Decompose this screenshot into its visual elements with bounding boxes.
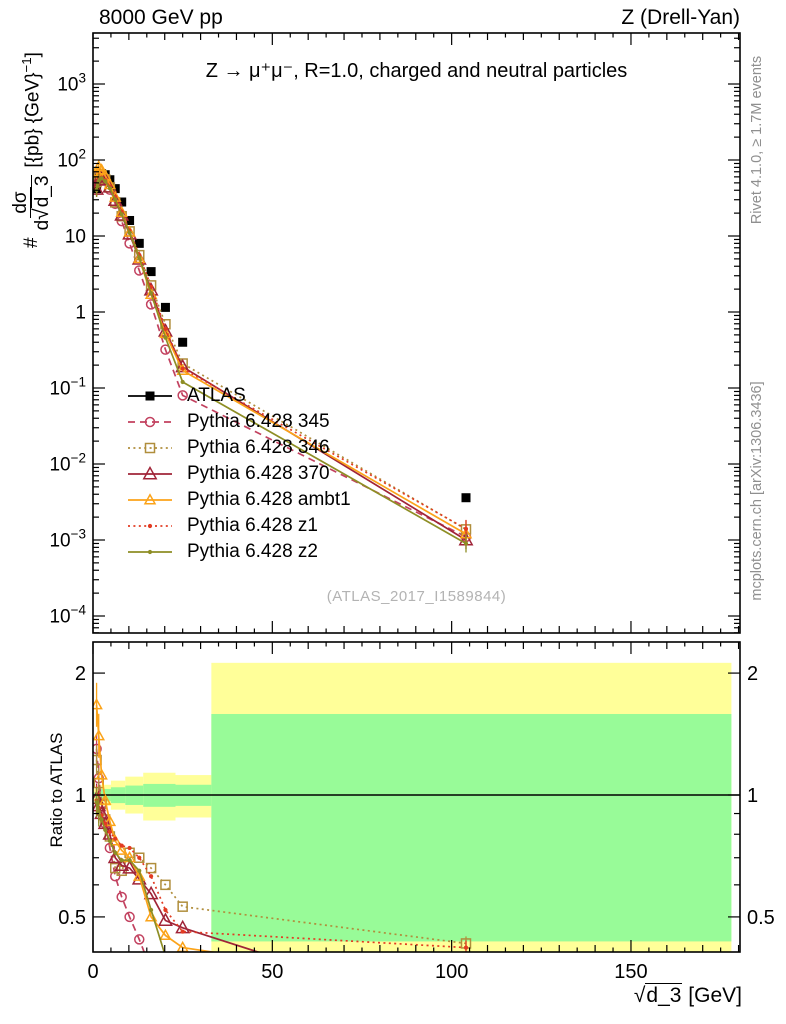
ylabel-fraction: dσ d√d_3: [10, 173, 54, 233]
legend-item-pythia-z2: Pythia 6.428 z2: [127, 539, 351, 565]
svg-text:0: 0: [87, 961, 98, 983]
radical-sign: √: [633, 984, 646, 1007]
ylabel-units: [{pb} {GeV}−1]: [19, 52, 44, 168]
legend-swatch-346: [128, 442, 172, 454]
ratio-y-axis-ticks: 2 2 1 1 0.5 0.5: [58, 663, 775, 929]
svg-text:100: 100: [435, 961, 468, 983]
svg-text:102: 102: [57, 147, 86, 172]
legend: ATLAS Pythia 6.428 345 Pythia 6.428 346 …: [127, 383, 351, 565]
svg-text:10−1: 10−1: [49, 375, 86, 400]
legend-item-pythia-346: Pythia 6.428 346: [127, 435, 351, 461]
svg-text:10−4: 10−4: [49, 603, 86, 628]
legend-item-atlas: ATLAS: [127, 383, 351, 409]
ratio-uncertainty-bands: [93, 662, 732, 952]
svg-text:2: 2: [747, 663, 758, 685]
legend-swatch-z1: [128, 523, 172, 529]
svg-text:0.5: 0.5: [58, 907, 86, 929]
x-axis-label: √d_3 [GeV]: [633, 983, 742, 1007]
legend-swatch-370: [128, 465, 172, 480]
legend-swatch-ambt1: [128, 493, 172, 505]
legend-swatch-345: [128, 416, 172, 428]
svg-text:103: 103: [57, 71, 86, 96]
analysis-watermark: (ATLAS_2017_I1589844): [326, 588, 507, 605]
ratio-y-axis-label: Ratio to ATLAS: [47, 732, 66, 848]
svg-text:0.5: 0.5: [747, 907, 775, 929]
svg-text:10−3: 10−3: [49, 527, 86, 552]
header-process-label: Z (Drell-Yan): [621, 6, 740, 29]
legend-swatch-atlas: [128, 391, 172, 401]
rivet-version-note: Rivet 4.1.0, ≥ 1.7M events: [749, 55, 765, 225]
series-z2-ratio: [94, 787, 166, 952]
header-beam-label: 8000 GeV pp: [99, 6, 223, 29]
legend-item-pythia-370: Pythia 6.428 370: [127, 461, 351, 487]
ylabel-prefix: #: [21, 237, 42, 248]
legend-item-pythia-z1: Pythia 6.428 z1: [127, 513, 351, 539]
svg-text:50: 50: [261, 961, 283, 983]
legend-swatch-z2: [128, 549, 172, 555]
x-axis-ticks: 0 50 100 150: [87, 33, 740, 983]
radical-sign: √: [30, 208, 54, 220]
svg-text:10: 10: [65, 227, 86, 248]
svg-text:1: 1: [747, 785, 758, 807]
svg-text:2: 2: [75, 663, 86, 685]
svg-text:1: 1: [75, 303, 86, 324]
legend-item-pythia-345: Pythia 6.428 345: [127, 409, 351, 435]
legend-item-pythia-ambt1: Pythia 6.428 ambt1: [127, 487, 351, 513]
plot-title: Z → μ⁺μ⁻, R=1.0, charged and neutral par…: [205, 60, 628, 82]
ylabel-numerator: dσ: [10, 187, 32, 218]
ylabel-denominator: d√d_3: [30, 174, 54, 231]
svg-text:10−2: 10−2: [49, 451, 86, 476]
main-y-axis-label: # dσ d√d_3 [{pb} {GeV}−1]: [9, 30, 55, 270]
panel-frames: [92, 32, 741, 953]
mcplots-source-note: mcplots.cern.ch [arXiv:1306.3436]: [749, 381, 765, 601]
svg-text:150: 150: [614, 961, 647, 983]
svg-text:1: 1: [75, 785, 86, 807]
series-z2-main: [94, 174, 469, 553]
